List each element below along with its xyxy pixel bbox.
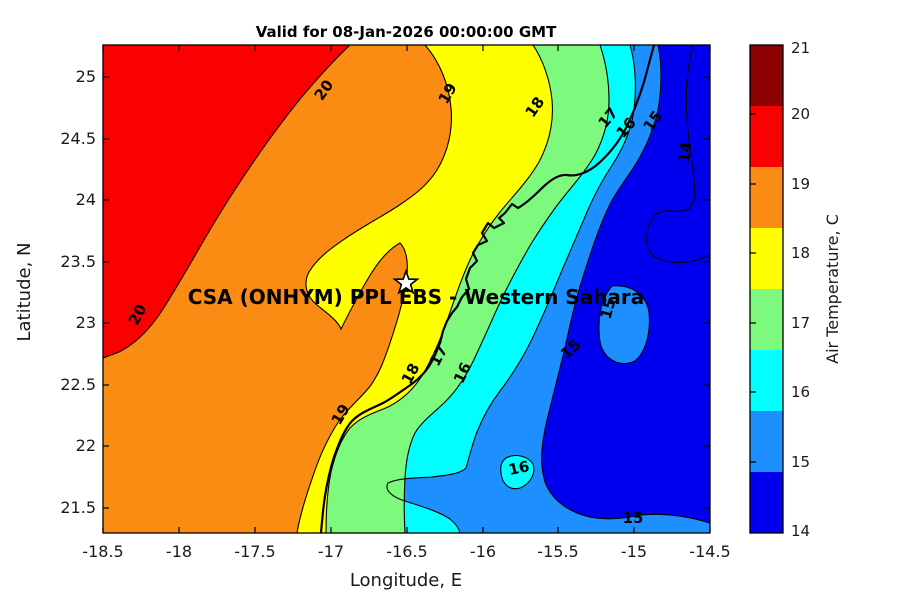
annotation-text: CSA (ONHYM) PPL EBS - Western Sahara <box>188 285 645 309</box>
colorbar-tick-label: 21 <box>791 39 810 57</box>
colorbar-tick-label: 17 <box>791 314 810 332</box>
contour-pocket-16-17 <box>500 455 535 490</box>
x-axis-title: Longitude, E <box>350 570 462 591</box>
coastline-path <box>319 45 656 533</box>
y-tick-labels: 25 24.5 24 23.5 23 22.5 22 21.5 <box>60 67 96 517</box>
y-axis-ticks <box>103 76 710 509</box>
contour-line-19 <box>296 45 452 533</box>
x-tick-label: -14.5 <box>689 542 730 561</box>
x-axis-ticks <box>102 45 711 533</box>
x-tick-label: -17 <box>318 542 344 561</box>
map-plot-area: 20 19 18 17 16 15 14 20 19 18 17 16 15 1… <box>103 45 710 533</box>
contour-label: 15 <box>623 509 644 527</box>
y-tick-label: 23 <box>76 313 96 332</box>
colorbar-border <box>749 44 784 534</box>
x-tick-labels: -18.5 -18 -17.5 -17 -16.5 -16 -15.5 -15 … <box>82 542 730 561</box>
colorbar-band <box>750 45 783 106</box>
y-tick-label: 21.5 <box>60 498 96 517</box>
y-tick-label: 25 <box>76 67 96 86</box>
colorbar-band <box>750 411 783 472</box>
contour-label: 14 <box>675 141 696 164</box>
y-tick-label: 22.5 <box>60 375 96 394</box>
contour-line-17 <box>403 45 610 533</box>
colorbar-tick-label: 20 <box>791 105 810 123</box>
contour-pocket-15-16 <box>598 285 650 365</box>
contour-label: 16 <box>507 457 531 479</box>
contour-line-16 <box>386 45 636 533</box>
x-tick-label: -16 <box>470 542 496 561</box>
colorbar-tick-label: 16 <box>791 383 810 401</box>
contour-band-20-21 <box>103 45 350 358</box>
x-tick-label: -15.5 <box>537 542 578 561</box>
contour-label: 15 <box>597 296 620 321</box>
colorbar-title: Air Temperature, C <box>823 214 842 364</box>
colorbar: 21 20 19 18 17 16 15 14 Air Temperature,… <box>749 39 842 540</box>
colorbar-band <box>750 289 783 350</box>
colorbar-band <box>750 228 783 289</box>
y-tick-label: 24 <box>76 190 96 209</box>
figure-title: Valid for 08-Jan-2026 00:00:00 GMT <box>256 23 557 41</box>
x-tick-label: -15 <box>621 542 647 561</box>
colorbar-band <box>750 106 783 167</box>
colorbar-tick-label: 18 <box>791 244 810 262</box>
y-tick-label: 22 <box>76 436 96 455</box>
contour-line-20 <box>103 45 351 359</box>
contour-line-15 <box>541 45 710 524</box>
x-tick-label: -18.5 <box>82 542 123 561</box>
y-axis-title: Latitude, N <box>14 243 35 342</box>
y-tick-label: 24.5 <box>60 129 96 148</box>
colorbar-band <box>750 472 783 533</box>
y-tick-label: 23.5 <box>60 252 96 271</box>
colorbar-tick-label: 19 <box>791 175 810 193</box>
colorbar-ticks <box>750 113 756 463</box>
colorbar-tick-label: 14 <box>791 522 810 540</box>
x-tick-label: -16.5 <box>386 542 427 561</box>
colorbar-band <box>750 350 783 411</box>
colorbar-band <box>750 167 783 228</box>
contour-line-14 <box>646 45 710 264</box>
colorbar-tick-label: 15 <box>791 453 810 471</box>
star-marker-icon <box>392 268 420 295</box>
x-tick-label: -17.5 <box>234 542 275 561</box>
x-tick-label: -18 <box>166 542 192 561</box>
